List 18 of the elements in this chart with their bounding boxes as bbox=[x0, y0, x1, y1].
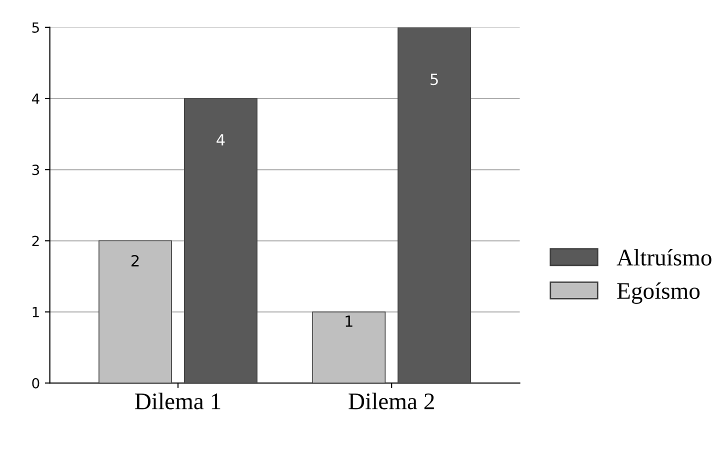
bar bbox=[184, 98, 258, 384]
bar bbox=[98, 240, 172, 384]
data-label: 4 bbox=[216, 134, 225, 146]
x-tick-label: Dilema 2 bbox=[348, 392, 434, 410]
legend-label: Altruísmo bbox=[616, 248, 712, 266]
legend-label: Egoísmo bbox=[617, 282, 700, 304]
data-label: 2 bbox=[132, 254, 139, 266]
bar bbox=[312, 311, 386, 384]
bar bbox=[398, 27, 472, 384]
y-tick-label: 5 bbox=[32, 22, 39, 33]
y-tick-label: 1 bbox=[32, 307, 39, 318]
data-label: 1 bbox=[346, 316, 352, 327]
y-tick-label: 0 bbox=[32, 378, 40, 389]
y-tick-label: 2 bbox=[32, 236, 39, 246]
y-tick-label: 4 bbox=[32, 94, 40, 104]
data-label: 5 bbox=[430, 74, 438, 86]
x-tick-label: Dilema 1 bbox=[135, 392, 220, 410]
y-tick-label: 3 bbox=[32, 164, 40, 176]
